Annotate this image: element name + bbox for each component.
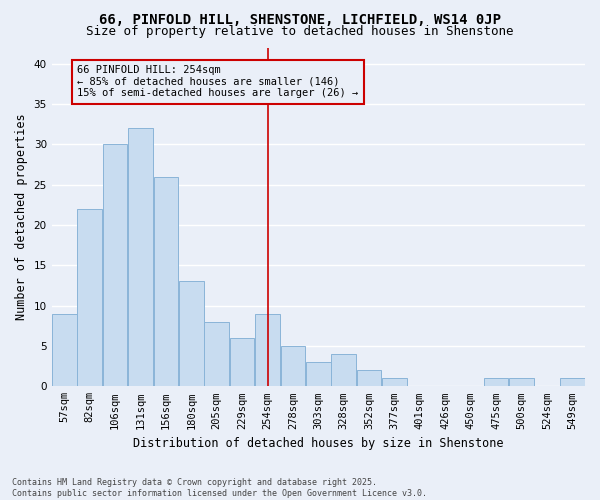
X-axis label: Distribution of detached houses by size in Shenstone: Distribution of detached houses by size …	[133, 437, 503, 450]
Bar	[154, 176, 178, 386]
Bar	[382, 378, 407, 386]
Bar	[281, 346, 305, 387]
Bar	[560, 378, 584, 386]
Bar	[77, 209, 102, 386]
Bar	[306, 362, 331, 386]
Text: 66, PINFOLD HILL, SHENSTONE, LICHFIELD, WS14 0JP: 66, PINFOLD HILL, SHENSTONE, LICHFIELD, …	[99, 12, 501, 26]
Bar	[103, 144, 127, 386]
Bar	[357, 370, 382, 386]
Bar	[255, 314, 280, 386]
Bar	[509, 378, 534, 386]
Bar	[484, 378, 508, 386]
Y-axis label: Number of detached properties: Number of detached properties	[15, 114, 28, 320]
Text: Size of property relative to detached houses in Shenstone: Size of property relative to detached ho…	[86, 25, 514, 38]
Text: Contains HM Land Registry data © Crown copyright and database right 2025.
Contai: Contains HM Land Registry data © Crown c…	[12, 478, 427, 498]
Bar	[205, 322, 229, 386]
Bar	[331, 354, 356, 386]
Bar	[230, 338, 254, 386]
Text: 66 PINFOLD HILL: 254sqm
← 85% of detached houses are smaller (146)
15% of semi-d: 66 PINFOLD HILL: 254sqm ← 85% of detache…	[77, 65, 358, 98]
Bar	[52, 314, 77, 386]
Bar	[179, 282, 203, 387]
Bar	[128, 128, 153, 386]
